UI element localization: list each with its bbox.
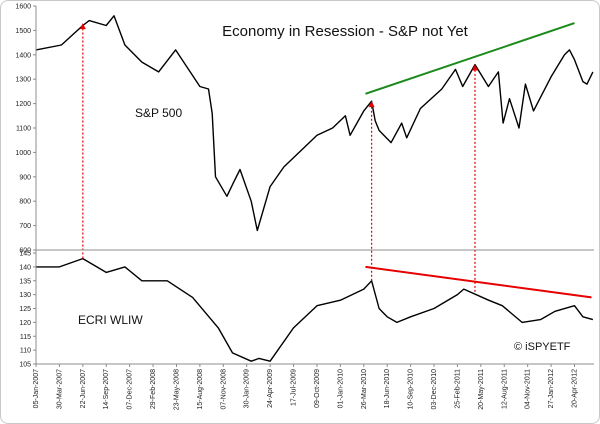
y-tick-label-top: 1200 — [15, 101, 31, 108]
x-tick-label: 07-Nov-2008 — [220, 369, 227, 410]
sp500-line — [35, 15, 594, 232]
watermark: © iSPYETF — [514, 341, 571, 353]
y-tick-label-bottom: 110 — [20, 348, 31, 355]
x-tick-label: 20-Apr-2012 — [571, 369, 578, 408]
x-tick-label: 09-Oct-2009 — [314, 369, 321, 408]
x-tick-label: 30-Jan-2009 — [244, 369, 251, 408]
ecri-wliw-line — [36, 257, 594, 362]
arrow-marker-head — [79, 23, 86, 30]
y-tick-label-bottom: 130 — [19, 292, 31, 299]
chart-title: Economy in Resession - S&P not Yet — [222, 23, 469, 40]
y-tick-label-bottom: 145 — [19, 251, 31, 258]
y-tick-label-top: 1500 — [15, 28, 31, 35]
x-tick-label: 29-Feb-2008 — [150, 369, 157, 409]
x-tick-label: 26-Mar-2010 — [361, 369, 368, 409]
y-tick-label-top: 900 — [19, 174, 31, 181]
x-tick-label: 25-Feb-2011 — [454, 369, 461, 409]
y-tick-label-bottom: 105 — [19, 362, 31, 369]
x-tick-label: 03-Dec-2010 — [431, 369, 438, 410]
y-tick-label-bottom: 135 — [19, 278, 31, 285]
x-tick-label: 14-Sep-2007 — [103, 369, 110, 410]
x-tick-label: 30-Mar-2007 — [56, 369, 63, 409]
x-tick-label: 20-May-2011 — [478, 369, 485, 410]
sp500-trendline — [365, 22, 575, 95]
x-tick-label: 15-Aug-2008 — [197, 369, 204, 410]
x-tick-label: 07-Dec-2007 — [127, 369, 134, 410]
y-tick-label-bottom: 115 — [20, 334, 31, 341]
y-tick-label-top: 1100 — [16, 126, 31, 133]
y-tick-label-top: 1600 — [15, 4, 31, 11]
x-tick-label: 10-Sep-2010 — [408, 369, 415, 410]
x-tick-label: 24-Apr-2009 — [267, 369, 274, 408]
x-tick-label: 12-Aug-2011 — [501, 369, 508, 409]
y-tick-label-top: 600 — [19, 248, 31, 255]
ecri-trendline — [365, 265, 592, 299]
arrow-marker-head — [471, 64, 478, 71]
x-tick-label: 17-Jul-2009 — [291, 369, 298, 406]
series-label-sp500: S&P 500 — [135, 106, 182, 120]
x-tick-label: 23-May-2008 — [173, 369, 180, 410]
y-tick-label-top: 1000 — [15, 150, 31, 157]
x-tick-label: 05-Jan-2007 — [33, 369, 40, 408]
y-tick-label-top: 800 — [19, 199, 31, 206]
x-tick-label: 27-Jan-2012 — [548, 369, 555, 408]
x-tick-label: 22-Jun-2007 — [80, 369, 87, 408]
y-tick-label-top: 700 — [19, 223, 31, 230]
y-tick-label-bottom: 140 — [19, 264, 31, 271]
y-tick-label-bottom: 125 — [19, 306, 31, 313]
y-tick-label-top: 1300 — [15, 77, 31, 84]
arrow-marker-head — [368, 101, 375, 108]
y-tick-label-top: 1400 — [15, 52, 31, 59]
x-tick-label: 01-Jan-2010 — [337, 369, 344, 408]
series-label-ecri: ECRI WLIW — [78, 313, 143, 327]
x-tick-label: 18-Jun-2010 — [384, 369, 391, 408]
y-tick-label-bottom: 120 — [19, 320, 31, 327]
x-tick-label: 04-Nov-2011 — [525, 369, 532, 409]
